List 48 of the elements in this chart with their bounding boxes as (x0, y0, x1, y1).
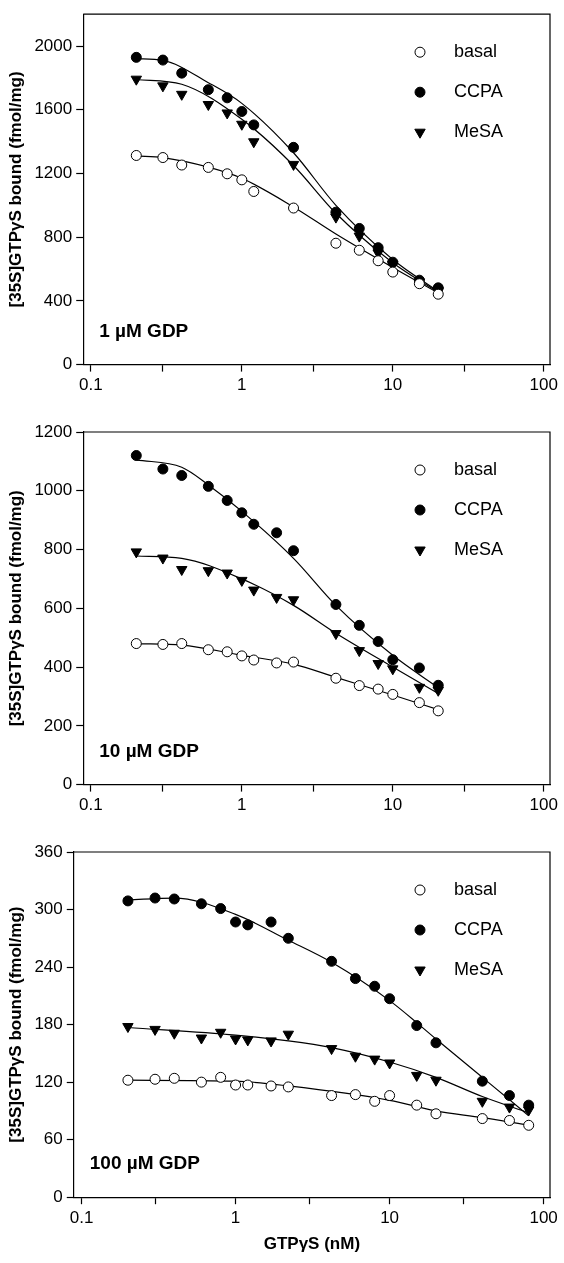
x-tick-label: 100 (529, 375, 558, 395)
legend-label: MeSA (454, 958, 504, 979)
legend-label: MeSA (454, 121, 504, 142)
legend-label: basal (454, 878, 498, 899)
x-tick-label: 100 (529, 795, 558, 815)
y-tick-label: 300 (34, 899, 63, 919)
legend-label: MeSA (454, 538, 504, 559)
y-tick-label: 0 (62, 774, 73, 794)
legend-label: CCPA (454, 498, 503, 519)
y-tick-label: 240 (34, 956, 63, 976)
legend-label: basal (454, 41, 498, 62)
annotation: 100 µM GDP (89, 1152, 201, 1174)
annotation: 1 µM GDP (99, 319, 189, 341)
y-tick-label: 800 (43, 226, 73, 246)
y-tick-label: 2000 (34, 35, 73, 55)
x-tick-label: 1 (237, 795, 247, 815)
y-axis-title: [35S]GTPγS bound (fmol/mg) (5, 906, 25, 1143)
x-tick-label: 0.1 (69, 1208, 94, 1228)
x-tick-label: 10 (383, 375, 403, 395)
x-tick-label: 10 (383, 795, 403, 815)
x-tick-label: 0.1 (79, 375, 103, 395)
y-tick-label: 800 (43, 539, 73, 559)
y-tick-label: 400 (43, 656, 73, 676)
y-tick-label: 360 (34, 841, 63, 861)
x-tick-label: 1 (230, 1208, 241, 1228)
y-tick-label: 400 (43, 290, 73, 310)
y-tick-label: 600 (43, 597, 73, 617)
legend-label: CCPA (454, 81, 503, 102)
y-tick-label: 200 (43, 715, 73, 735)
y-tick-label: 0 (53, 1186, 63, 1206)
y-tick-label: 1200 (34, 421, 73, 441)
legend-label: basal (454, 458, 498, 479)
x-tick-label: 100 (529, 1208, 558, 1228)
y-tick-label: 120 (34, 1071, 63, 1091)
y-tick-label: 0 (62, 354, 73, 374)
x-tick-label: 10 (380, 1208, 400, 1228)
y-axis-title: [35S]GTPγS bound (fmol/mg) (5, 490, 25, 727)
y-tick-label: 1000 (34, 480, 73, 500)
x-axis-title: GTPγS (nM) (263, 1234, 361, 1254)
y-tick-label: 180 (34, 1014, 63, 1034)
y-axis-title: [35S]GTPγS bound (fmol/mg) (5, 71, 25, 308)
x-tick-label: 0.1 (79, 795, 103, 815)
y-tick-label: 1600 (34, 99, 73, 119)
legend-label: CCPA (454, 918, 503, 939)
y-tick-label: 60 (43, 1129, 63, 1149)
y-tick-label: 1200 (34, 163, 73, 183)
annotation: 10 µM GDP (99, 739, 200, 761)
x-tick-label: 1 (237, 375, 247, 395)
